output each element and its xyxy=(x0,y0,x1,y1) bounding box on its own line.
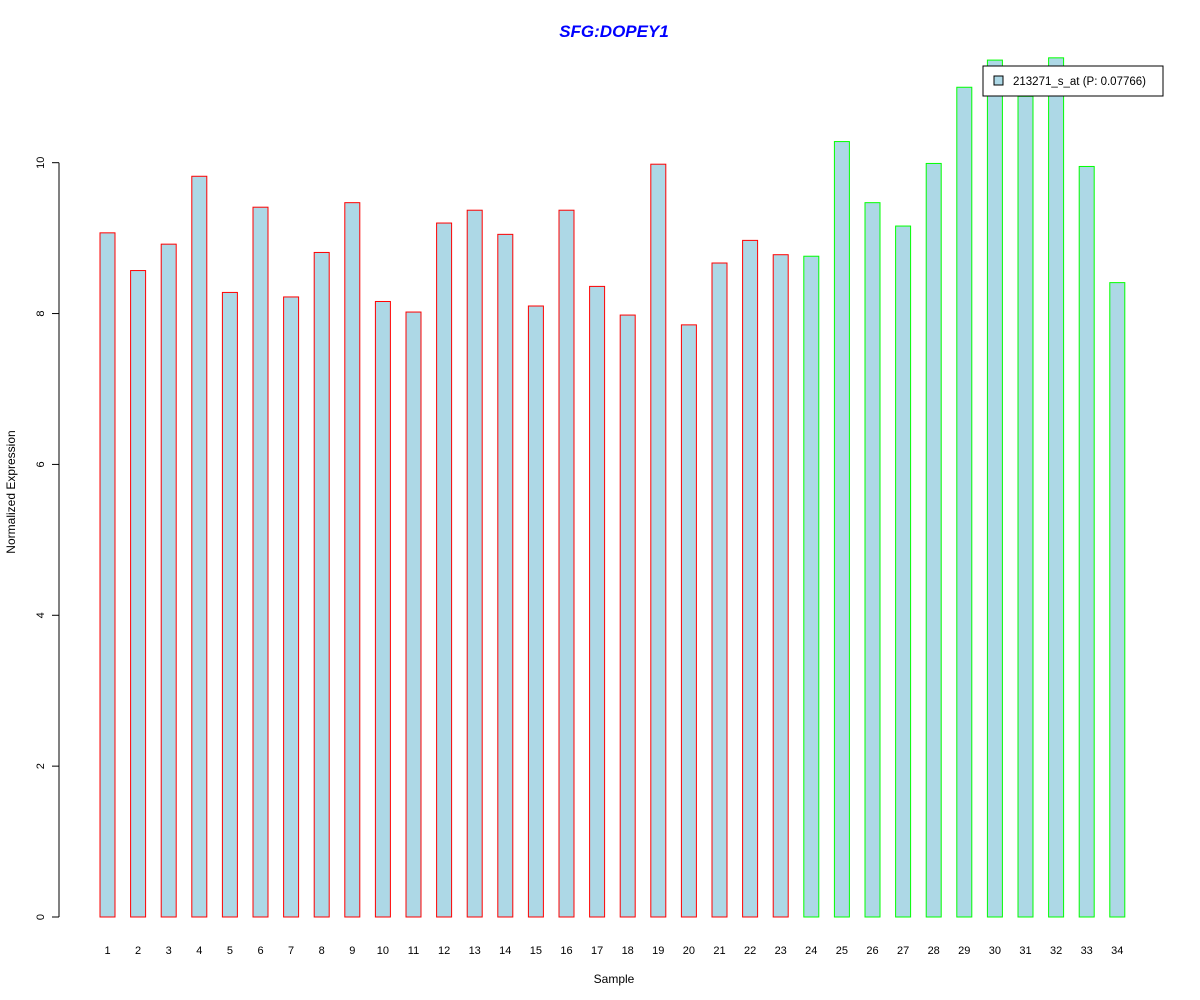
bar-sample-7 xyxy=(283,296,300,918)
x-tick-label: 11 xyxy=(408,945,419,957)
bar-sample-1 xyxy=(99,232,116,918)
x-tick-label: 31 xyxy=(1019,945,1031,957)
legend-swatch xyxy=(993,75,1004,86)
x-tick-label: 19 xyxy=(652,945,664,957)
x-tick-label: 7 xyxy=(288,945,294,957)
x-tick-label: 15 xyxy=(530,945,542,957)
x-tick-label: 24 xyxy=(805,945,817,957)
bar-sample-8 xyxy=(313,251,330,918)
y-tick-label: 2 xyxy=(35,763,47,769)
x-tick-label: 8 xyxy=(319,945,325,957)
x-tick-label: 10 xyxy=(377,945,389,957)
x-tick-label: 6 xyxy=(257,945,263,957)
x-tick-label: 25 xyxy=(836,945,848,957)
y-tick-label: 0 xyxy=(35,914,47,920)
bar-sample-6 xyxy=(252,206,269,918)
bar-sample-31 xyxy=(1017,95,1034,918)
bar-sample-5 xyxy=(221,291,238,918)
bar-sample-4 xyxy=(191,175,208,918)
bar-sample-11 xyxy=(405,311,422,918)
x-tick-label: 1 xyxy=(104,945,110,957)
bar-sample-29 xyxy=(956,86,973,918)
x-tick-label: 12 xyxy=(438,945,450,957)
bar-sample-19 xyxy=(650,163,667,918)
x-tick-label: 2 xyxy=(135,945,141,957)
x-tick-label: 33 xyxy=(1081,945,1093,957)
y-tick-label: 10 xyxy=(35,157,47,169)
bar-sample-3 xyxy=(160,243,177,918)
bar-sample-10 xyxy=(374,300,391,918)
x-tick-label: 17 xyxy=(591,945,603,957)
x-tick-label: 13 xyxy=(469,945,481,957)
bar-sample-2 xyxy=(130,270,147,918)
bar-sample-30 xyxy=(986,59,1003,918)
bar-sample-33 xyxy=(1078,165,1095,918)
bar-sample-15 xyxy=(527,305,544,918)
bar-sample-13 xyxy=(466,209,483,918)
x-tick-label: 29 xyxy=(958,945,970,957)
y-tick-label: 6 xyxy=(35,461,47,467)
y-axis-label: Normalized Expression xyxy=(4,430,18,553)
x-tick-label: 21 xyxy=(713,945,725,957)
bar-sample-18 xyxy=(619,314,636,918)
bars-group xyxy=(99,57,1126,918)
x-tick-label: 16 xyxy=(560,945,572,957)
x-tick-label: 30 xyxy=(989,945,1001,957)
x-tick-label: 20 xyxy=(683,945,695,957)
bar-sample-27 xyxy=(895,225,912,918)
bar-sample-28 xyxy=(925,162,942,918)
x-tick-label: 14 xyxy=(499,945,511,957)
bar-sample-20 xyxy=(680,324,697,918)
x-tick-label: 34 xyxy=(1111,945,1123,957)
x-tick-label: 23 xyxy=(775,945,787,957)
x-tick-label: 18 xyxy=(622,945,634,957)
x-tick-label: 28 xyxy=(928,945,940,957)
bar-sample-12 xyxy=(436,222,453,918)
x-tick-label: 9 xyxy=(349,945,355,957)
x-tick-label: 22 xyxy=(744,945,756,957)
bar-sample-23 xyxy=(772,254,789,918)
bar-sample-17 xyxy=(589,285,606,918)
legend: 213271_s_at (P: 0.07766) xyxy=(982,65,1164,97)
x-tick-label: 27 xyxy=(897,945,909,957)
x-tick-label: 26 xyxy=(866,945,878,957)
bar-sample-9 xyxy=(344,202,361,918)
bar-sample-14 xyxy=(497,233,514,918)
legend-box xyxy=(982,65,1164,97)
chart-title: SFG:DOPEY1 xyxy=(559,22,669,41)
bar-sample-26 xyxy=(864,202,881,918)
legend-label: 213271_s_at (P: 0.07766) xyxy=(1013,76,1146,88)
bar-sample-25 xyxy=(833,141,850,918)
bar-sample-21 xyxy=(711,262,728,918)
x-tick-label: 4 xyxy=(196,945,202,957)
bar-sample-22 xyxy=(742,239,759,918)
x-tick-label: 32 xyxy=(1050,945,1062,957)
x-tick-labels: 1 2 3 4 5 6 7 8 9 10 11 12 13 14 15 16 17 18 19 20 21 22 23 24 2… xyxy=(104,945,1123,957)
y-axis: 0 2 4 6 8 10 xyxy=(35,157,60,920)
bar-sample-34 xyxy=(1109,282,1126,918)
bar-sample-16 xyxy=(558,209,575,918)
bar-sample-24 xyxy=(803,255,820,918)
x-tick-label: 3 xyxy=(166,945,172,957)
x-axis-label: Sample xyxy=(594,972,635,986)
x-tick-label: 5 xyxy=(227,945,233,957)
y-tick-label: 8 xyxy=(35,310,47,316)
bar-sample-32 xyxy=(1048,57,1065,918)
y-tick-label: 4 xyxy=(35,612,47,618)
